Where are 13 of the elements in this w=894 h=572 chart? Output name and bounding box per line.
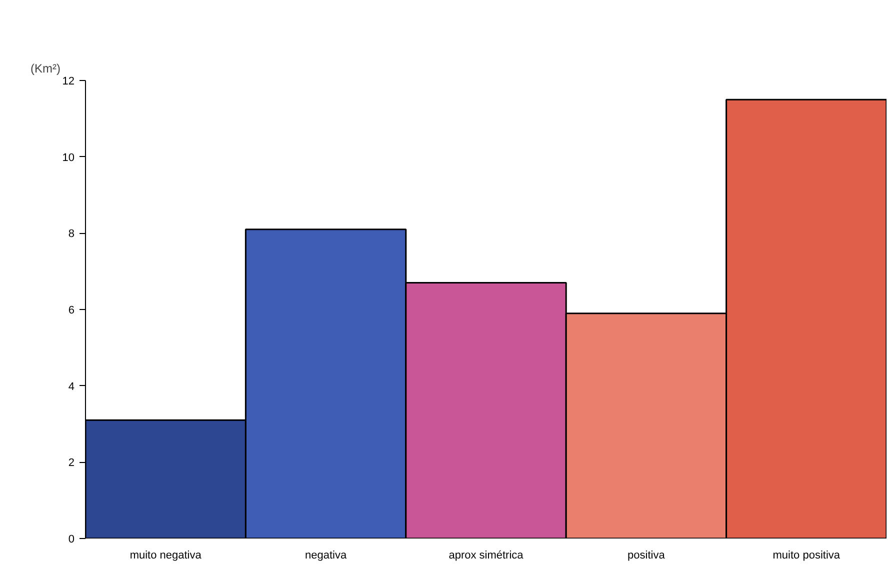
y-tick-label: 10 [62, 152, 75, 164]
y-axis-title: (Km²) [30, 62, 60, 76]
y-tick-label: 0 [68, 534, 75, 546]
y-tick-label: 2 [68, 457, 75, 470]
y-tick-label: 8 [68, 228, 75, 240]
x-tick-label: aprox simétrica [448, 550, 524, 562]
y-tick-label: 12 [62, 76, 75, 88]
x-tick-label: positiva [628, 550, 666, 562]
x-tick-label: negativa [305, 550, 348, 562]
y-tick-label: 4 [68, 380, 75, 393]
x-tick-label: muito positiva [772, 550, 841, 562]
y-tick-label: 6 [68, 304, 75, 316]
x-tick-label: muito negativa [130, 550, 202, 562]
